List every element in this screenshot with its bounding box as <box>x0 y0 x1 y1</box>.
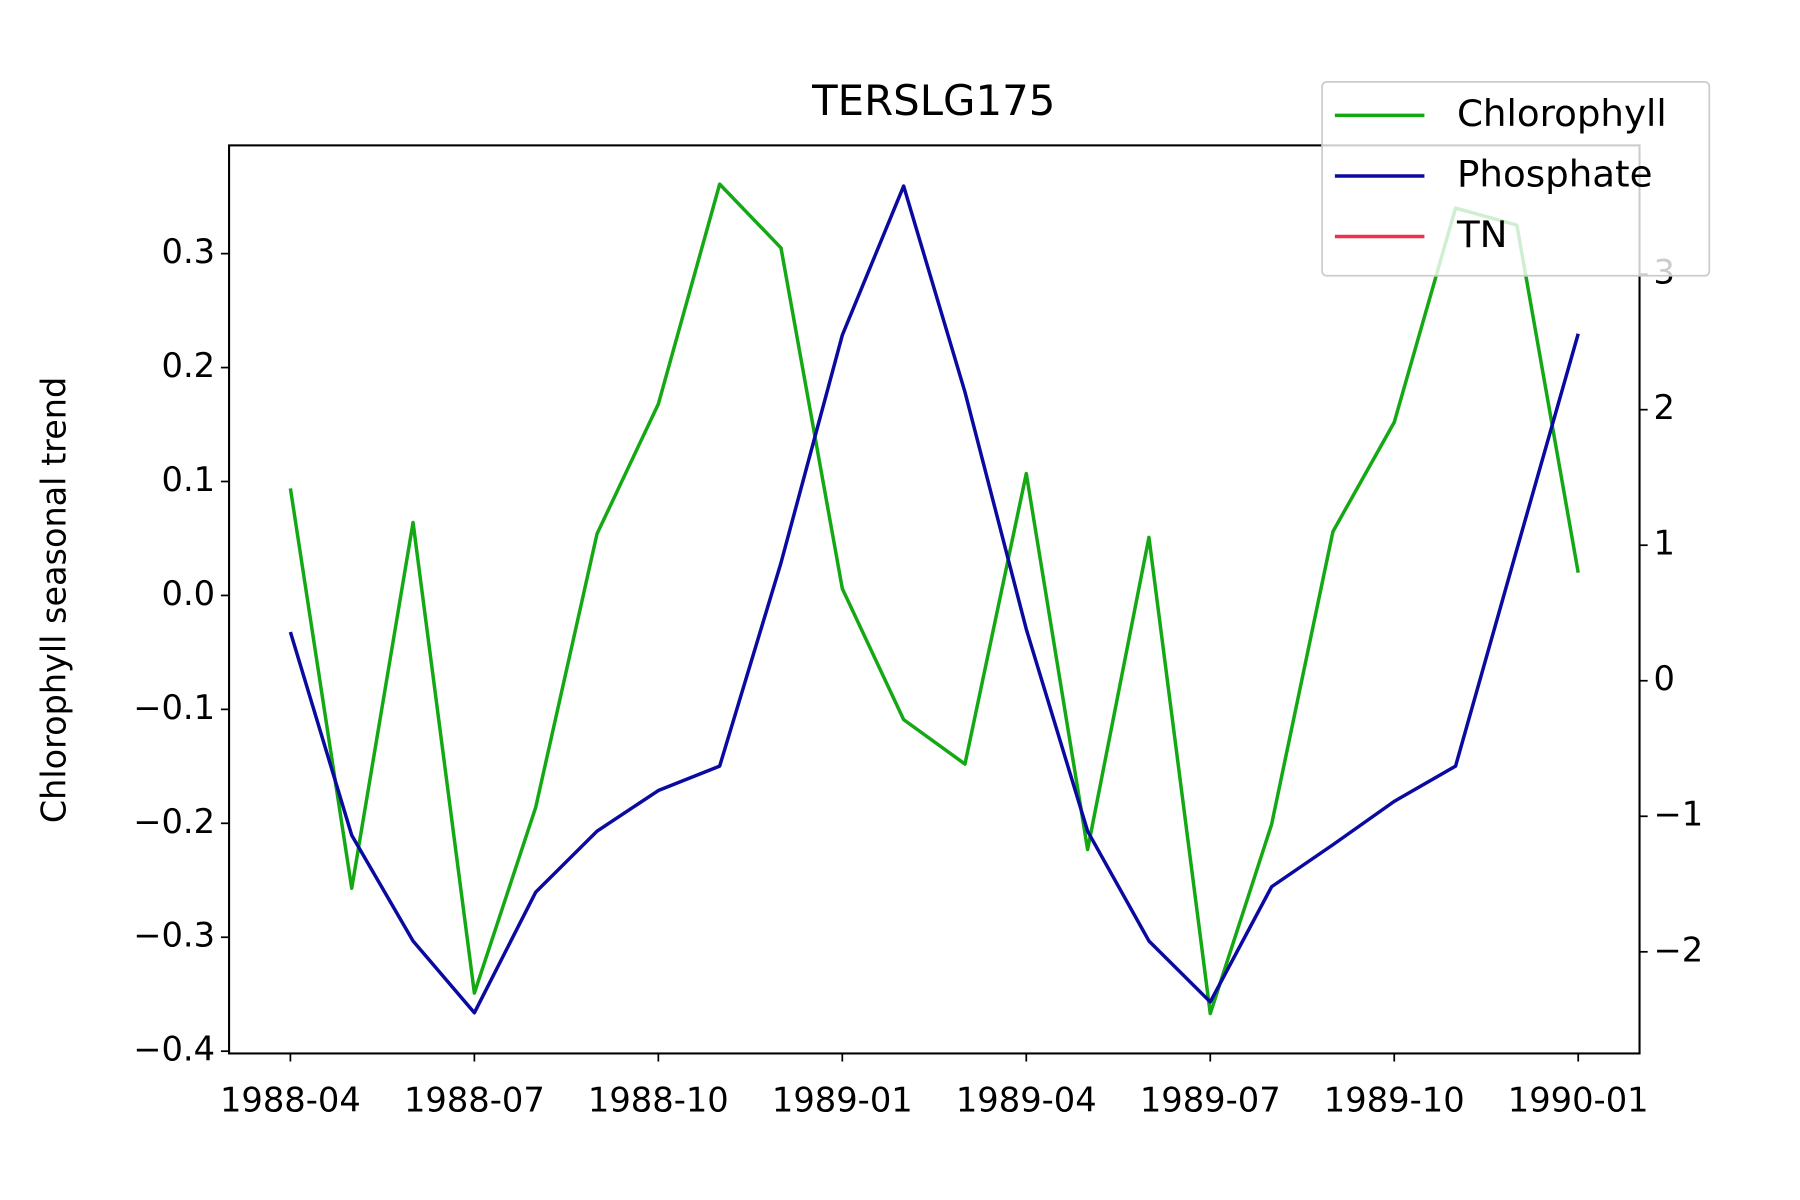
x-tick-label: 1989-04 <box>956 1081 1097 1120</box>
y-tick-label: −0.3 <box>133 916 215 955</box>
y-tick-label: −0.4 <box>133 1030 215 1069</box>
y-tick-label: −0.2 <box>133 802 215 841</box>
x-tick-label: 1988-07 <box>404 1081 545 1120</box>
y-tick-label: −0.1 <box>133 688 215 727</box>
series-line <box>288 184 1580 1015</box>
x-tick-label: 1989-01 <box>772 1081 913 1120</box>
legend-label: Chlorophyll <box>1457 92 1667 135</box>
y-tick-label: 0.2 <box>162 346 216 385</box>
x-tick-label: 1989-07 <box>1140 1081 1281 1120</box>
x-tick-label: 1988-10 <box>588 1081 729 1120</box>
x-tick-label: 1989-10 <box>1324 1081 1465 1120</box>
y2-tick-label: −1 <box>1653 795 1703 834</box>
x-tick-label: 1988-04 <box>220 1081 361 1120</box>
y2-tick-label: −2 <box>1653 930 1703 969</box>
y2-tick-label: 0 <box>1653 659 1674 698</box>
y2-tick-label: 1 <box>1653 524 1674 563</box>
y-axis-label: Chlorophyll seasonal trend <box>34 377 73 823</box>
x-tick-label: 1990-01 <box>1508 1081 1649 1120</box>
series-line <box>288 182 1580 1016</box>
chart-title: TERSLG175 <box>811 76 1055 125</box>
y-tick-label: 0.0 <box>162 574 216 613</box>
legend-label: TN <box>1456 213 1508 256</box>
y-tick-label: 0.3 <box>162 232 216 271</box>
plot-frame <box>228 144 1641 1055</box>
y2-tick-label: 2 <box>1653 388 1674 427</box>
legend-label: Phosphate <box>1457 153 1653 196</box>
legend-box <box>1321 81 1711 277</box>
y-tick-label: 0.1 <box>162 460 216 499</box>
